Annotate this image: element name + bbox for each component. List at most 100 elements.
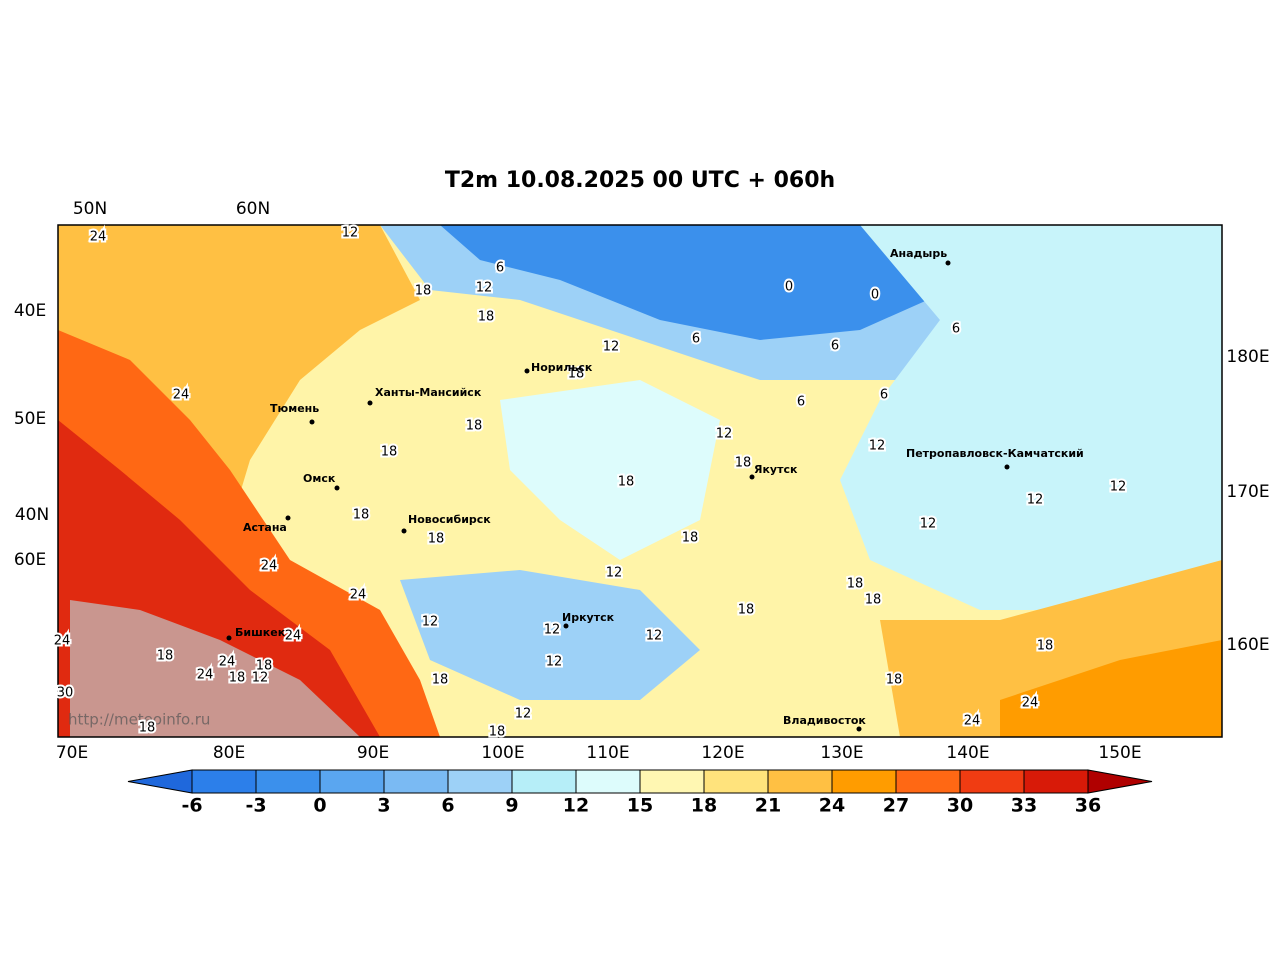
colorbar-box <box>255 769 321 794</box>
contour-label: 12 <box>342 226 359 241</box>
colorbar-tick-label: 12 <box>563 795 589 817</box>
contour-label: 30 <box>57 686 74 701</box>
colorbar-box <box>511 769 577 794</box>
city-dot <box>367 400 373 406</box>
colorbar-box <box>191 769 257 794</box>
city-name: Иркутск <box>562 611 615 624</box>
contour-label: 0 <box>785 280 793 295</box>
city-dot <box>309 419 315 425</box>
city-dot <box>563 623 569 629</box>
contour-label: 18 <box>157 649 174 664</box>
contour-label: 24 <box>285 629 302 644</box>
contour-label: 12 <box>869 439 886 454</box>
contour-label: 12 <box>515 707 532 722</box>
grid-label: 120E <box>701 743 744 763</box>
contour-label: 24 <box>350 588 367 603</box>
colorbar-tick-label: 18 <box>691 795 717 817</box>
colorbar-tick-label: 33 <box>1011 795 1037 817</box>
colorbar-box <box>1023 769 1089 794</box>
contour-label: 18 <box>735 456 752 471</box>
colorbar-box <box>959 769 1025 794</box>
map-title: T2m 10.08.2025 00 UTC + 060h <box>445 168 835 193</box>
city-name: Петропавловск-Камчатский <box>906 447 1084 460</box>
colorbar-tick-label: 15 <box>627 795 653 817</box>
contour-label: 18 <box>353 508 370 523</box>
colorbar-tick-label: 24 <box>819 795 845 817</box>
city-name: Новосибирск <box>408 513 491 526</box>
contour-label: 12 <box>1110 480 1127 495</box>
contour-label: 18 <box>489 725 506 740</box>
contour-label: 18 <box>381 445 398 460</box>
contour-label: 12 <box>422 615 439 630</box>
contour-label: 18 <box>415 284 432 299</box>
contour-label: 12 <box>252 671 269 686</box>
colorbar-tick-label: -3 <box>245 795 266 817</box>
contour-label: 6 <box>880 388 888 403</box>
contour-label: 24 <box>219 655 236 670</box>
grid-label: 150E <box>1098 743 1141 763</box>
cool-east <box>840 225 1222 610</box>
grid-label: 60E <box>14 550 46 570</box>
contour-label: 18 <box>428 532 445 547</box>
contour-label: 24 <box>90 230 107 245</box>
colorbar-tick-label: 3 <box>377 795 390 817</box>
grid-label: 90E <box>357 743 389 763</box>
colorbar-box <box>319 769 385 794</box>
contour-label: 18 <box>432 673 449 688</box>
grid-label: 170E <box>1226 482 1269 502</box>
grid-label: 140E <box>946 743 989 763</box>
grid-label: 40E <box>14 301 46 321</box>
city-name: Тюмень <box>270 402 319 415</box>
grid-label: 130E <box>820 743 863 763</box>
contour-label: 18 <box>139 721 156 736</box>
contour-label: 18 <box>865 593 882 608</box>
city-dot <box>334 485 340 491</box>
grid-label: 50N <box>73 199 107 219</box>
contour-label: 12 <box>920 517 937 532</box>
warm-ocean <box>1000 640 1222 737</box>
grid-label: 100E <box>481 743 524 763</box>
watermark: http://meteoinfo.ru <box>68 711 210 729</box>
colorbar-tick-label: 36 <box>1075 795 1101 817</box>
city-dot <box>749 474 755 480</box>
contour-label: 12 <box>716 427 733 442</box>
contour-label: 24 <box>173 388 190 403</box>
city-dot <box>524 368 530 374</box>
colorbar-tick-label: 6 <box>441 795 454 817</box>
cool-center <box>500 380 720 560</box>
colorbar-tick-label: 30 <box>947 795 973 817</box>
cold-north <box>440 225 990 340</box>
contour-label: 18 <box>738 603 755 618</box>
contour-label: 24 <box>54 634 71 649</box>
contour-label: 6 <box>831 339 839 354</box>
city-dot <box>945 260 951 266</box>
city-dot <box>401 528 407 534</box>
grid-label: 40N <box>15 505 49 525</box>
city-dot <box>856 726 862 732</box>
contour-label: 18 <box>1037 639 1054 654</box>
contour-label: 24 <box>261 559 278 574</box>
city-name: Омск <box>303 472 336 485</box>
grid-label: 180E <box>1226 347 1269 367</box>
colorbar-box <box>895 769 961 794</box>
city-name: Бишкек <box>235 626 286 639</box>
contour-label: 24 <box>1022 696 1039 711</box>
contour-label: 12 <box>606 566 623 581</box>
colorbar-tick-label: 0 <box>313 795 326 817</box>
contour-label: 12 <box>1027 493 1044 508</box>
contour-label: 18 <box>229 671 246 686</box>
map-frame <box>57 224 1223 738</box>
colorbar-box <box>639 769 705 794</box>
grid-label: 60N <box>236 199 270 219</box>
city-dot <box>285 515 291 521</box>
contour-label: 12 <box>544 623 561 638</box>
contour-label: 6 <box>496 261 504 276</box>
contour-label: 18 <box>682 531 699 546</box>
map <box>58 225 1222 737</box>
city-dot <box>226 635 232 641</box>
mountain-region <box>70 600 360 737</box>
colorbar-tick-label: -6 <box>181 795 202 817</box>
contour-label: 24 <box>964 714 981 729</box>
contour-label: 6 <box>797 395 805 410</box>
